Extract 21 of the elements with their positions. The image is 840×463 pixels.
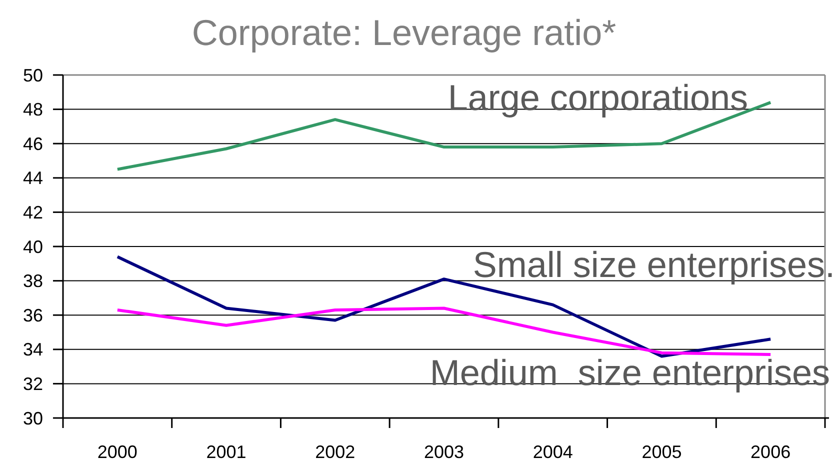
y-tick-label: 40	[22, 236, 43, 257]
x-tick-label: 2000	[97, 442, 138, 462]
y-tick-label: 46	[22, 134, 43, 154]
x-tick-label: 2003	[424, 442, 464, 462]
y-tick-label: 44	[22, 168, 43, 188]
x-tick-label: 2001	[206, 442, 246, 462]
y-tick-label: 34	[22, 340, 43, 360]
x-tick-label: 2006	[750, 442, 791, 462]
x-tick-label: 2002	[315, 442, 356, 462]
line-series	[116, 306, 772, 356]
y-tick-label: 38	[22, 271, 43, 292]
y-tick-label: 48	[22, 100, 43, 120]
y-tick-label: 32	[22, 374, 43, 394]
x-tick-label: 2005	[642, 442, 682, 462]
chart-title: Corporate: Leverage ratio*	[192, 12, 616, 53]
series-label: Large corporations	[448, 77, 748, 118]
x-tick-label: 2004	[532, 442, 573, 462]
y-tick-label: 36	[22, 305, 43, 326]
y-tick-label: 50	[22, 65, 43, 86]
y-tick-label: 42	[22, 202, 43, 222]
y-tick-label: 30	[22, 408, 43, 428]
